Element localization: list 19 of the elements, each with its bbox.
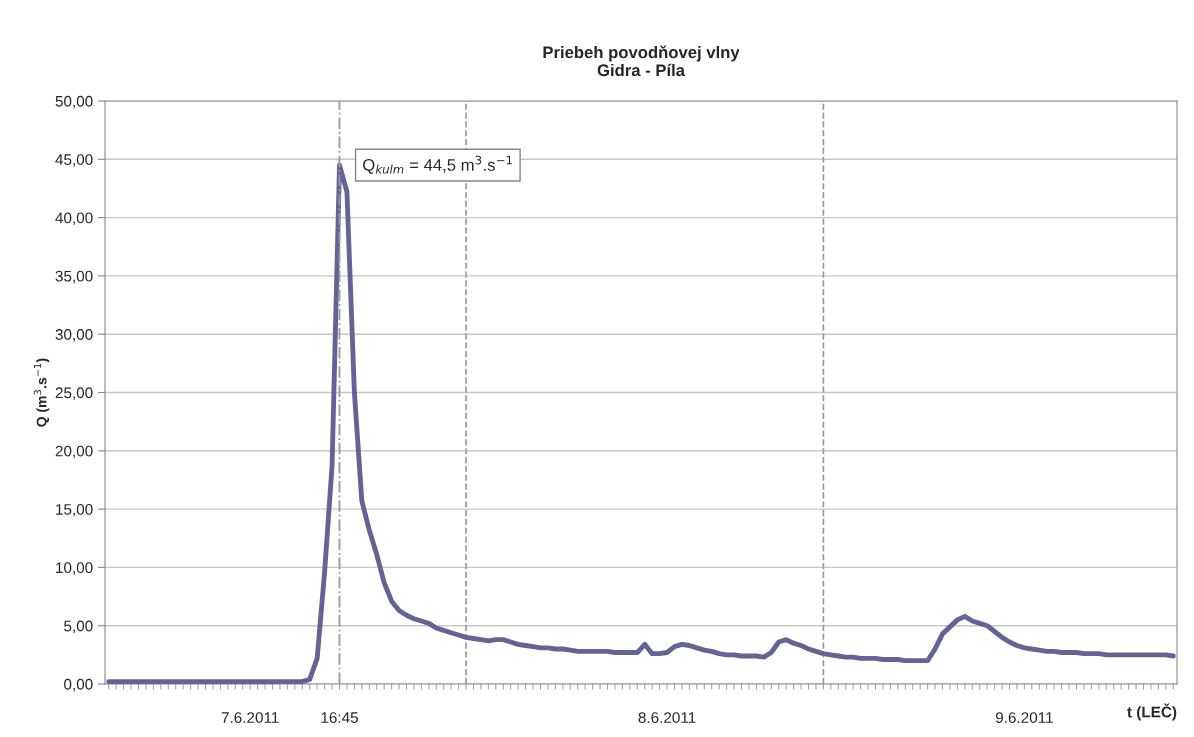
y-tick-label: 0,00 [64,678,93,692]
y-tick-label: 45,00 [55,154,93,167]
x-axis-title: t (LEČ) [1127,703,1177,721]
y-tick-label: 10,00 [56,562,93,575]
annotation: Q$_{kulm}$ = 44,5 m$^{3}$.s$^{−1}$ [363,155,512,174]
y-tick-label: 40,00 [55,212,93,226]
y-tick-label: 50,00 [55,95,93,109]
y-tick-label: 5,00 [64,620,93,634]
y-axis-title: Q (m$^{3}$.s$^{−1}$) [33,358,50,427]
y-tick-label: 25,00 [55,387,93,400]
chart-title: Priebeh povodňovej vlny Gidra - Píla [543,45,740,77]
x-tick-label: 9.6.2011 [995,712,1053,723]
x-tick-label: 7.6.2011 [221,712,279,723]
y-tick-label: 35,00 [55,270,93,284]
y-tick-label: 30,00 [55,329,93,342]
x-tick-label: 8.6.2011 [638,712,696,723]
x-tick-label: 16:45 [321,712,358,723]
y-tick-label: 15,00 [56,503,93,517]
y-tick-label: 20,00 [55,445,93,459]
